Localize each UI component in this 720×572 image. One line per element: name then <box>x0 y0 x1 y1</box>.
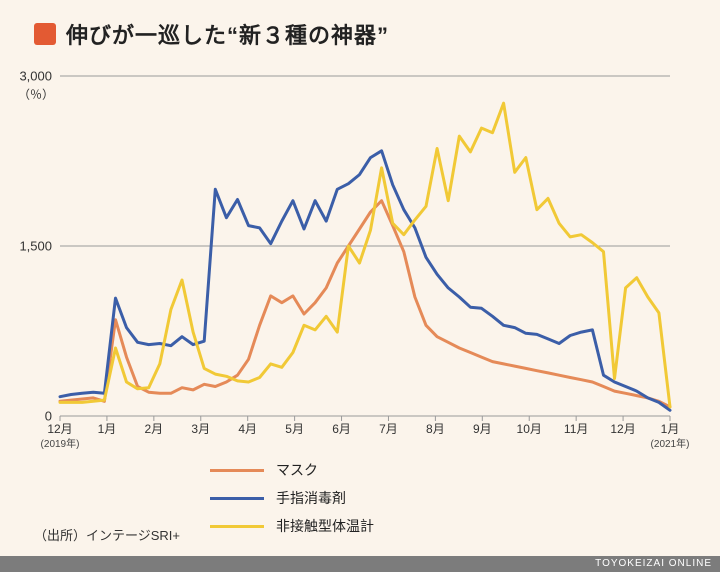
legend-item: マスク <box>210 460 720 480</box>
legend-item: 非接触型体温計 <box>210 516 720 536</box>
title-row: 伸びが一巡した“新３種の神器” <box>0 0 720 50</box>
x-tick-label: 6月 <box>332 422 351 436</box>
x-tick-label: 4月 <box>238 422 257 436</box>
legend-label: マスク <box>276 460 318 480</box>
chart-title: 伸びが一巡した“新３種の神器” <box>66 18 389 50</box>
legend-swatch <box>210 525 264 528</box>
x-tick-label: 7月 <box>379 422 398 436</box>
legend-label: 非接触型体温計 <box>276 516 374 536</box>
y-unit: （％） <box>18 86 54 103</box>
x-tick-label: 3月 <box>191 422 210 436</box>
x-tick-label: 12月 <box>610 422 635 436</box>
x-tick-label: 2月 <box>145 422 164 436</box>
x-tick-label: 1月(2021年) <box>651 422 690 451</box>
legend: マスク手指消毒剤非接触型体温計 <box>210 460 720 536</box>
x-tick-label: 9月 <box>473 422 492 436</box>
title-square-icon <box>34 23 56 45</box>
legend-label: 手指消毒剤 <box>276 488 346 508</box>
line-chart <box>60 76 670 416</box>
y-tick-label: 1,500 <box>19 239 52 254</box>
legend-swatch <box>210 469 264 472</box>
footer-brand: TOYOKEIZAI ONLINE <box>0 556 720 572</box>
chart-area: 01,5003,000（％）12月(2019年)1月2月3月4月5月6月7月8月… <box>60 76 670 416</box>
x-tick-label: 5月 <box>285 422 304 436</box>
y-tick-label: 3,000 <box>19 69 52 84</box>
x-tick-label: 10月 <box>517 422 542 436</box>
legend-swatch <box>210 497 264 500</box>
x-tick-label: 11月 <box>564 422 588 436</box>
x-tick-label: 8月 <box>426 422 445 436</box>
x-tick-label: 1月 <box>98 422 117 436</box>
source-text: （出所）インテージSRI+ <box>34 525 180 544</box>
legend-item: 手指消毒剤 <box>210 488 720 508</box>
x-tick-label: 12月(2019年) <box>41 422 80 451</box>
